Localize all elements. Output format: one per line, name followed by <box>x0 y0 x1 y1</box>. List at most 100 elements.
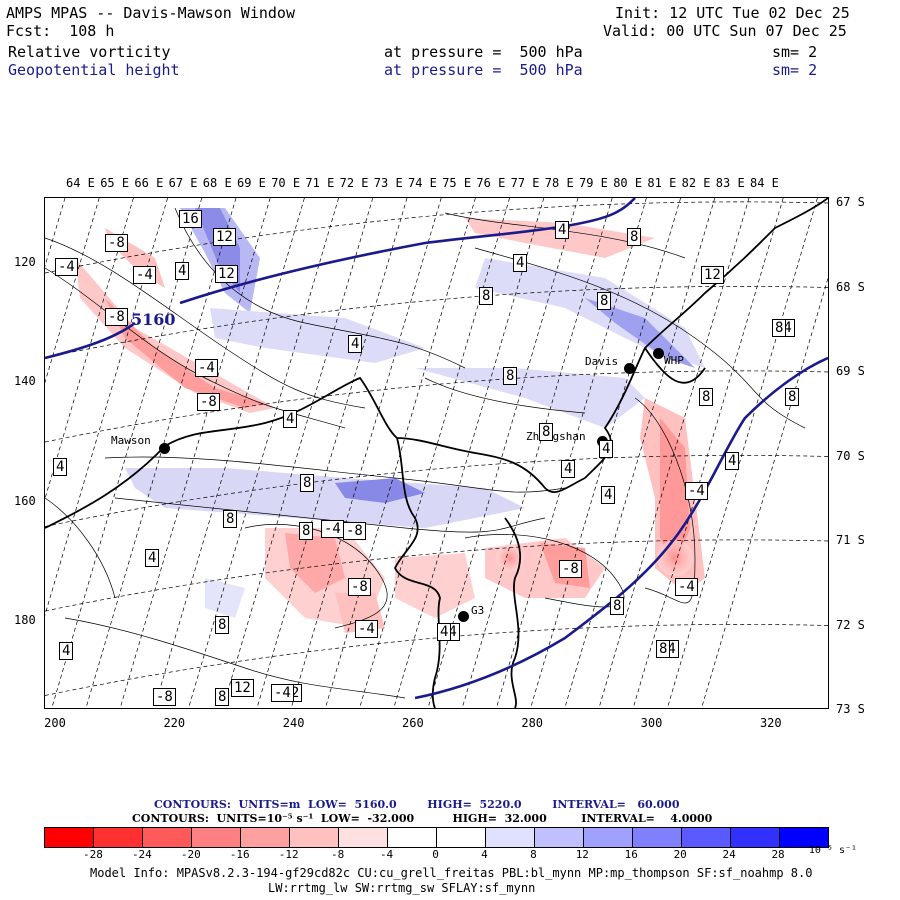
colorbar-swatch <box>388 828 437 847</box>
contour-label: -4 <box>675 578 698 596</box>
contour-label: 12 <box>215 265 238 283</box>
station-label-g3: G3 <box>471 604 485 617</box>
colorbar-swatch <box>731 828 780 847</box>
station-marker-davis[interactable] <box>624 363 635 374</box>
colorbar-swatch <box>290 828 339 847</box>
lon-label: 75 E <box>442 176 472 190</box>
y-tick-label: 180 <box>14 612 36 627</box>
lon-label: 76 E <box>476 176 506 190</box>
contour-label: -8 <box>197 393 220 411</box>
contour-label: -4 <box>355 620 378 638</box>
lon-label: 79 E <box>579 176 608 190</box>
contour-label: 4 <box>348 335 363 353</box>
colorbar-label: 16 <box>624 848 638 861</box>
contour-label: 8 <box>772 319 787 337</box>
colorbar-unit: 10⁻⁵ s⁻¹ <box>808 845 858 856</box>
lat-label: 69 S <box>836 364 865 378</box>
contour-label: 8 <box>597 292 612 310</box>
station-label-whp: WHP <box>664 354 684 367</box>
colorbar-swatch <box>143 828 192 847</box>
colorbar-label: -12 <box>278 848 299 861</box>
lat-label: 72 S <box>836 617 865 632</box>
lat-label: 68 S <box>836 279 865 294</box>
contour-label: -8 <box>153 688 176 706</box>
y-tick-label: 120 <box>14 255 36 269</box>
colorbar-swatch <box>94 828 143 847</box>
colorbar-label: -28 <box>83 848 103 861</box>
map-svg <box>45 198 828 708</box>
contour-label: 4 <box>437 623 452 641</box>
x-tick-label: 200 <box>44 716 66 730</box>
contour-label: 4 <box>145 549 160 567</box>
colorbar-label: 4 <box>481 848 488 861</box>
contour-label: 8 <box>699 388 714 406</box>
contour-label: 4 <box>555 221 570 239</box>
colorbar-swatch <box>437 828 486 847</box>
contour-label: 8 <box>610 597 625 615</box>
station-marker-mawson[interactable] <box>159 443 170 454</box>
contour-label: 4 <box>53 458 68 476</box>
colorbar-label: 28 <box>771 848 785 861</box>
contour-label: -8 <box>559 560 582 578</box>
station-label-mawson: Mawson <box>111 434 151 447</box>
x-tick-label: 260 <box>402 716 424 730</box>
field1-level: at pressure = 500 hPa <box>384 43 583 61</box>
lat-label: 71 S <box>836 533 865 547</box>
lon-label: 80 E <box>613 176 643 190</box>
contour-label: 8 <box>503 367 518 385</box>
colorbar-label: 24 <box>722 848 736 861</box>
station-marker-g3[interactable] <box>458 611 469 622</box>
lon-label: 71 E <box>305 176 335 190</box>
contour-label: 8 <box>300 474 315 492</box>
lon-label: 64 E <box>66 176 95 190</box>
forecast-hour: Fcst: 108 h <box>6 22 115 40</box>
colorbar-label: 0 <box>432 848 439 861</box>
contour-label: 8 <box>627 228 642 246</box>
x-tick-label: 320 <box>759 716 782 730</box>
vorticity-contours <box>45 207 806 699</box>
lon-label: 81 E <box>647 176 677 190</box>
lat-label: 73 S <box>836 702 865 716</box>
contour-label: 12 <box>701 266 724 284</box>
station-marker-whp[interactable] <box>653 348 664 359</box>
lon-label: 82 E <box>681 176 711 190</box>
lon-label: 78 E <box>544 176 574 190</box>
contour-label: 4 <box>561 460 576 478</box>
lon-label: 68 E <box>202 176 232 190</box>
contour-label: 4 <box>599 440 614 458</box>
contour-label: -4 <box>685 482 708 500</box>
height-contour-label: 5160 <box>131 310 176 329</box>
lon-label: 69 E <box>237 176 266 190</box>
x-tick-label: 240 <box>282 716 305 730</box>
map-panel[interactable]: 5160 Mawson Davis Zhongshan WHP G3 16 12 1… <box>44 197 829 709</box>
contour-label: -4 <box>55 258 78 276</box>
lat-lon-grid <box>45 198 828 708</box>
contour-label: 8 <box>656 640 671 658</box>
lon-label: 65 E <box>100 176 130 190</box>
lon-label: 72 E <box>339 176 369 190</box>
colorbar-swatch <box>780 828 828 847</box>
contour-label: 8 <box>539 423 554 441</box>
lon-label: 83 E <box>715 176 745 190</box>
field1-name: Relative vorticity <box>8 43 171 61</box>
contour-label: 12 <box>213 228 236 246</box>
contour-label: -8 <box>105 234 128 252</box>
x-tick-label: 280 <box>521 716 544 730</box>
contour-label: 4 <box>59 642 74 660</box>
contour-label: 4 <box>725 452 740 470</box>
lon-label: 70 E <box>271 176 301 190</box>
vorticity-contour-info: CONTOURS: UNITS=10⁻⁵ s⁻¹ LOW= -32.000 HI… <box>132 812 713 825</box>
contour-label: 8 <box>299 522 314 540</box>
contour-label: 8 <box>223 510 238 528</box>
station-label-zhongshan: Zhongshan <box>526 430 586 443</box>
colorbar-label: -8 <box>331 848 345 861</box>
x-tick-label: 220 <box>163 716 186 730</box>
colorbar-swatch <box>535 828 584 847</box>
contour-label: 12 <box>231 679 254 697</box>
colorbar-swatch <box>486 828 535 847</box>
colorbar-swatch <box>584 828 633 847</box>
lon-label: 77 E <box>510 176 540 190</box>
colorbar-label: -4 <box>379 848 394 861</box>
contour-label: -4 <box>321 520 344 538</box>
model-info-line2: LW:rrtmg_lw SW:rrtmg_sw SFLAY:sf_mynn <box>268 881 536 895</box>
